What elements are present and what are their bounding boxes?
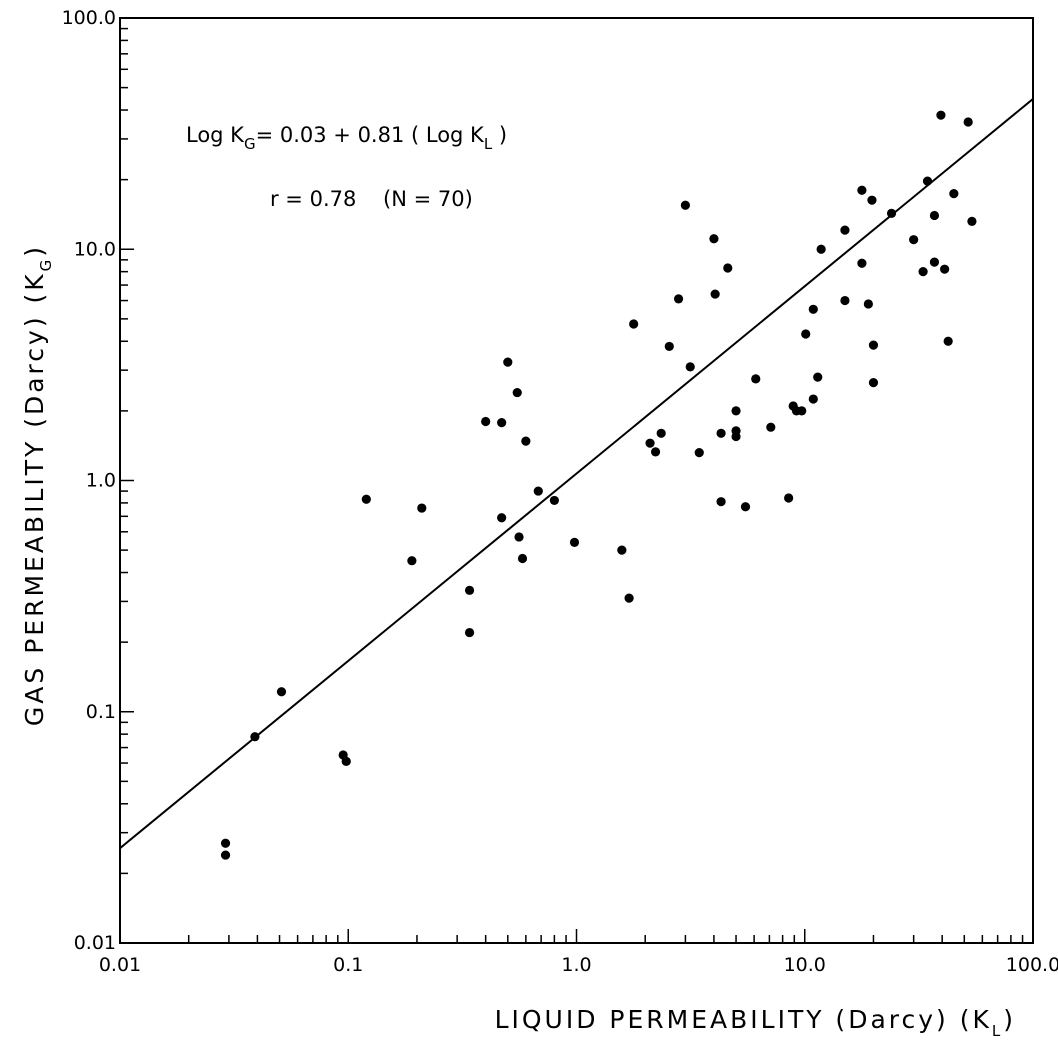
data-point <box>949 189 959 199</box>
data-point <box>680 200 691 210</box>
data-point <box>857 258 867 268</box>
stats-annotation: r = 0.78 (N = 70) <box>270 187 473 211</box>
data-point <box>503 357 513 367</box>
equation-annotation: Log KG= 0.03 + 0.81 ( Log KL ) <box>186 123 507 153</box>
data-point <box>863 299 873 309</box>
data-point <box>857 185 867 195</box>
x-tick-label: 100.0 <box>1006 954 1058 976</box>
data-point <box>868 340 879 350</box>
data-point <box>716 428 726 438</box>
data-point <box>967 216 977 226</box>
data-point <box>549 495 559 506</box>
data-point <box>918 267 928 277</box>
data-point <box>801 329 811 339</box>
data-point <box>569 537 580 547</box>
data-point <box>840 225 850 235</box>
y-axis-title: GAS PERMEABILITY (Darcy) (KG) <box>20 244 55 726</box>
data-point <box>963 117 973 127</box>
data-point <box>276 687 287 697</box>
data-point <box>521 436 531 446</box>
data-point <box>784 493 794 503</box>
x-tick-label: 1.0 <box>561 954 591 976</box>
data-point <box>816 244 826 254</box>
data-point <box>922 176 933 186</box>
data-point <box>656 428 666 438</box>
data-point <box>220 850 231 860</box>
data-point <box>867 195 877 205</box>
data-point <box>929 210 940 221</box>
data-point <box>943 336 953 346</box>
data-point <box>664 341 674 352</box>
data-point <box>929 257 940 267</box>
y-tick-label: 10.0 <box>74 238 116 260</box>
y-tick-label: 1.0 <box>86 470 116 492</box>
data-point <box>731 431 741 442</box>
plot-frame <box>119 17 1034 944</box>
x-axis-title: LIQUID PERMEABILITY (Darcy) (KL) <box>495 1005 1016 1040</box>
data-point <box>886 208 897 218</box>
data-point <box>617 545 627 555</box>
data-point <box>936 110 946 120</box>
data-point <box>813 372 823 382</box>
data-point <box>723 263 733 273</box>
data-point <box>808 394 818 404</box>
data-point <box>464 585 475 595</box>
data-points <box>220 110 977 860</box>
x-tick-label: 10.0 <box>784 954 826 976</box>
data-point <box>840 295 850 306</box>
data-point <box>512 387 522 398</box>
x-tick-label: 0.01 <box>99 954 141 976</box>
data-point <box>497 417 507 428</box>
data-point <box>808 304 818 314</box>
data-point <box>694 448 704 458</box>
data-point <box>517 553 528 564</box>
data-point <box>220 838 231 848</box>
data-point <box>650 447 661 457</box>
axis-ticks <box>119 27 1024 944</box>
data-point <box>645 438 655 448</box>
data-point <box>417 503 427 513</box>
data-point <box>514 532 524 542</box>
regression-line <box>119 98 1034 849</box>
data-point <box>250 732 260 742</box>
data-point <box>497 513 507 523</box>
data-point <box>361 494 371 504</box>
data-point <box>940 264 950 274</box>
data-point <box>716 497 726 507</box>
data-point <box>731 406 741 416</box>
data-point <box>685 362 695 372</box>
data-point <box>710 289 720 299</box>
data-point <box>766 422 776 432</box>
data-point <box>797 406 807 416</box>
y-tick-label: 0.1 <box>86 701 116 723</box>
data-point <box>464 627 475 638</box>
data-point <box>341 756 351 766</box>
y-tick-label: 100.0 <box>62 7 116 29</box>
data-point <box>533 486 543 496</box>
data-point <box>481 416 491 427</box>
data-point <box>709 234 719 244</box>
data-point <box>629 319 639 329</box>
data-point <box>673 294 684 304</box>
data-point <box>740 502 751 512</box>
data-point <box>909 235 919 245</box>
data-point <box>624 593 634 603</box>
data-point <box>407 556 417 566</box>
tick-labels: 0.01 0.1 1.0 10.0 100.0 0.01 0.1 1.0 10.0 100.0 <box>62 7 1058 976</box>
x-tick-label: 0.1 <box>333 954 363 976</box>
data-point <box>868 378 879 388</box>
y-tick-label: 0.01 <box>74 932 116 954</box>
data-point <box>751 374 761 384</box>
